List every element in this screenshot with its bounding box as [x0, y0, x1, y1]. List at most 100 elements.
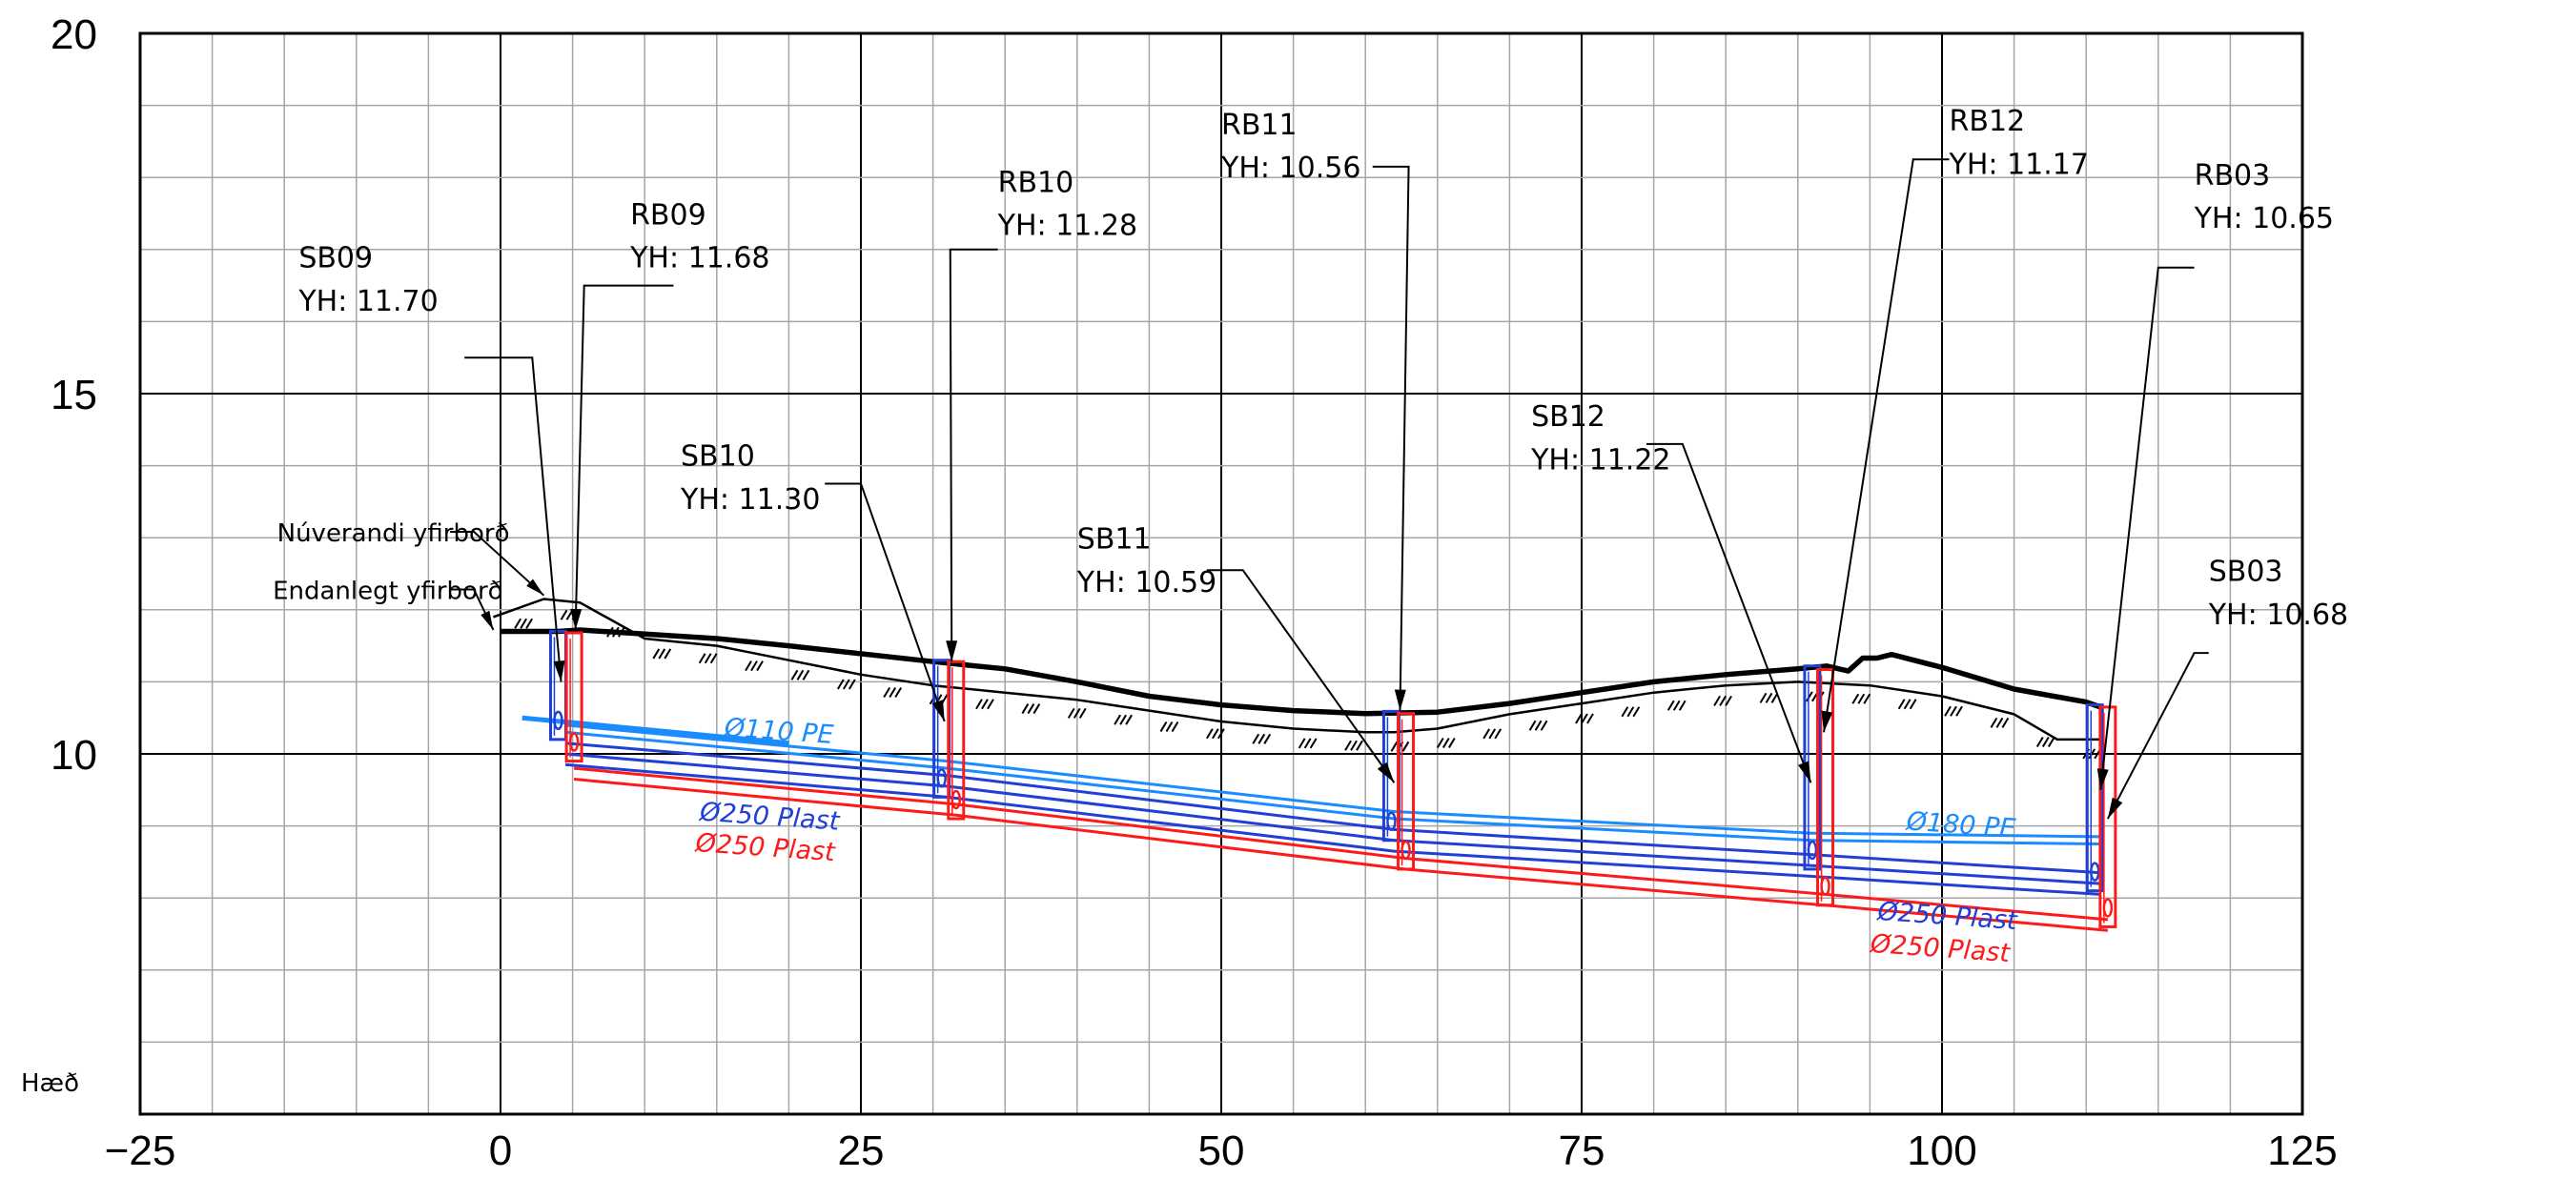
surface-hatch — [1114, 714, 1121, 725]
callout-id-rb10: RB10 — [998, 166, 1074, 199]
callout-yh-rb11: YH: 10.56 — [1220, 152, 1360, 185]
surface-hatch — [1863, 693, 1871, 704]
callout-id-rb09: RB09 — [630, 198, 706, 232]
callout-yh-sb10: YH: 11.30 — [680, 483, 820, 517]
surface-hatch — [1719, 695, 1727, 706]
pipe-label: Ø250 Plast — [1869, 929, 2013, 968]
y-axis-label: Hæð — [21, 1069, 79, 1098]
callout-yh-rb10: YH: 11.28 — [997, 210, 1137, 243]
surface-hatch — [842, 679, 850, 690]
leader-rb12 — [1823, 158, 1950, 733]
surface-hatch — [1494, 728, 1503, 740]
callout-yh-sb12: YH: 11.22 — [1530, 443, 1670, 477]
surface-hatch — [1171, 721, 1179, 732]
surface-hatch — [1073, 707, 1081, 719]
surface-hatch — [1857, 693, 1866, 704]
surface-hatch — [2035, 737, 2044, 748]
leader-sb09 — [464, 356, 562, 682]
surface-hatch — [704, 653, 712, 664]
surface-hatch — [1851, 693, 1860, 704]
surface-hatch — [1212, 728, 1219, 740]
leader-arrowhead — [526, 579, 544, 596]
x-tick-label: 50 — [1198, 1127, 1245, 1174]
surface-hatch — [1950, 705, 1957, 717]
callout-id-sb10: SB10 — [681, 440, 755, 474]
surface-hatch — [1765, 692, 1773, 703]
surface-hatch — [1436, 738, 1444, 749]
callout-id-rb12: RB12 — [1950, 105, 2026, 138]
existing-surface-line — [492, 598, 2101, 741]
surface-hatch — [796, 669, 805, 680]
surface-hatch — [1119, 714, 1127, 725]
final-surface-label: Endanlegt yfirborð — [273, 577, 502, 605]
surface-hatch — [1263, 733, 1272, 744]
surface-hatch — [525, 618, 533, 629]
final-surface-line — [501, 627, 2102, 717]
surface-hatch — [1356, 740, 1363, 751]
callout-yh-sb09: YH: 11.70 — [297, 285, 438, 318]
pipe-line — [564, 741, 2101, 875]
surface-hatch — [1252, 733, 1260, 744]
surface-hatch — [1390, 741, 1399, 752]
surface-hatch — [664, 648, 672, 660]
surface-hatch — [1401, 741, 1410, 752]
callout-id-sb03: SB03 — [2209, 556, 2283, 589]
surface-hatch — [975, 699, 983, 710]
surface-hatch — [2001, 717, 2010, 728]
leader-rb11 — [1372, 165, 1410, 711]
callout-yh-rb03: YH: 10.65 — [2194, 202, 2334, 235]
surface-hatch — [1626, 706, 1635, 718]
surface-hatch — [790, 669, 799, 680]
y-tick-label: 10 — [51, 732, 97, 779]
pipe-label: Ø180 PE — [1905, 806, 2017, 843]
surface-hatch — [1217, 728, 1225, 740]
callout-id-rb03: RB03 — [2195, 159, 2271, 193]
surface-hatch — [1482, 728, 1491, 740]
surface-hatch — [1298, 738, 1306, 749]
leader-arrowhead — [931, 700, 945, 721]
callout-yh-rb12: YH: 11.17 — [1949, 148, 2089, 181]
surface-hatch — [560, 609, 568, 620]
surface-hatch — [606, 626, 614, 638]
surface-hatch — [1021, 703, 1030, 715]
manhole-rb03 — [2098, 705, 2117, 928]
callout-id-rb11: RB11 — [1221, 109, 1298, 142]
surface-hatch — [745, 660, 752, 672]
surface-hatch — [2041, 737, 2050, 748]
surface-hatch — [1678, 700, 1687, 711]
manhole-rb12 — [1816, 668, 1835, 907]
pipe-label: Ø110 PE — [723, 713, 835, 750]
y-tick-label: 20 — [51, 11, 97, 58]
leader-rb10 — [949, 248, 998, 662]
surface-hatch — [2047, 737, 2055, 748]
surface-hatch — [1759, 692, 1768, 703]
surface-hatch — [698, 653, 706, 664]
surface-hatch — [1303, 738, 1312, 749]
surface-hatch — [2088, 748, 2096, 760]
surface-hatch — [1534, 720, 1543, 731]
surface-hatch — [1621, 706, 1629, 718]
surface-hatch — [1159, 721, 1168, 732]
leader-rb03 — [2099, 266, 2195, 790]
manhole-outlet — [2102, 898, 2114, 918]
leader-sb03 — [2106, 652, 2209, 820]
surface-hatch — [1897, 699, 1906, 710]
leader-arrowhead — [2107, 797, 2123, 820]
manhole-outlet — [1400, 840, 1411, 861]
callout-id-sb12: SB12 — [1531, 400, 1605, 434]
manhole-rb11 — [1397, 712, 1416, 871]
surface-hatch — [612, 626, 620, 638]
leader-rb09 — [574, 284, 674, 630]
surface-hatch — [1575, 713, 1583, 724]
surface-hatch — [1903, 699, 1912, 710]
leader-arrowhead — [480, 610, 494, 630]
surface-hatch — [1672, 700, 1681, 711]
surface-hatch — [750, 660, 758, 672]
surface-hatch — [883, 686, 891, 698]
leader-sb11 — [1206, 569, 1396, 783]
surface-hatch — [658, 648, 666, 660]
x-tick-label: 0 — [489, 1127, 512, 1174]
surface-hatch — [802, 669, 810, 680]
surface-hatch — [1666, 700, 1675, 711]
